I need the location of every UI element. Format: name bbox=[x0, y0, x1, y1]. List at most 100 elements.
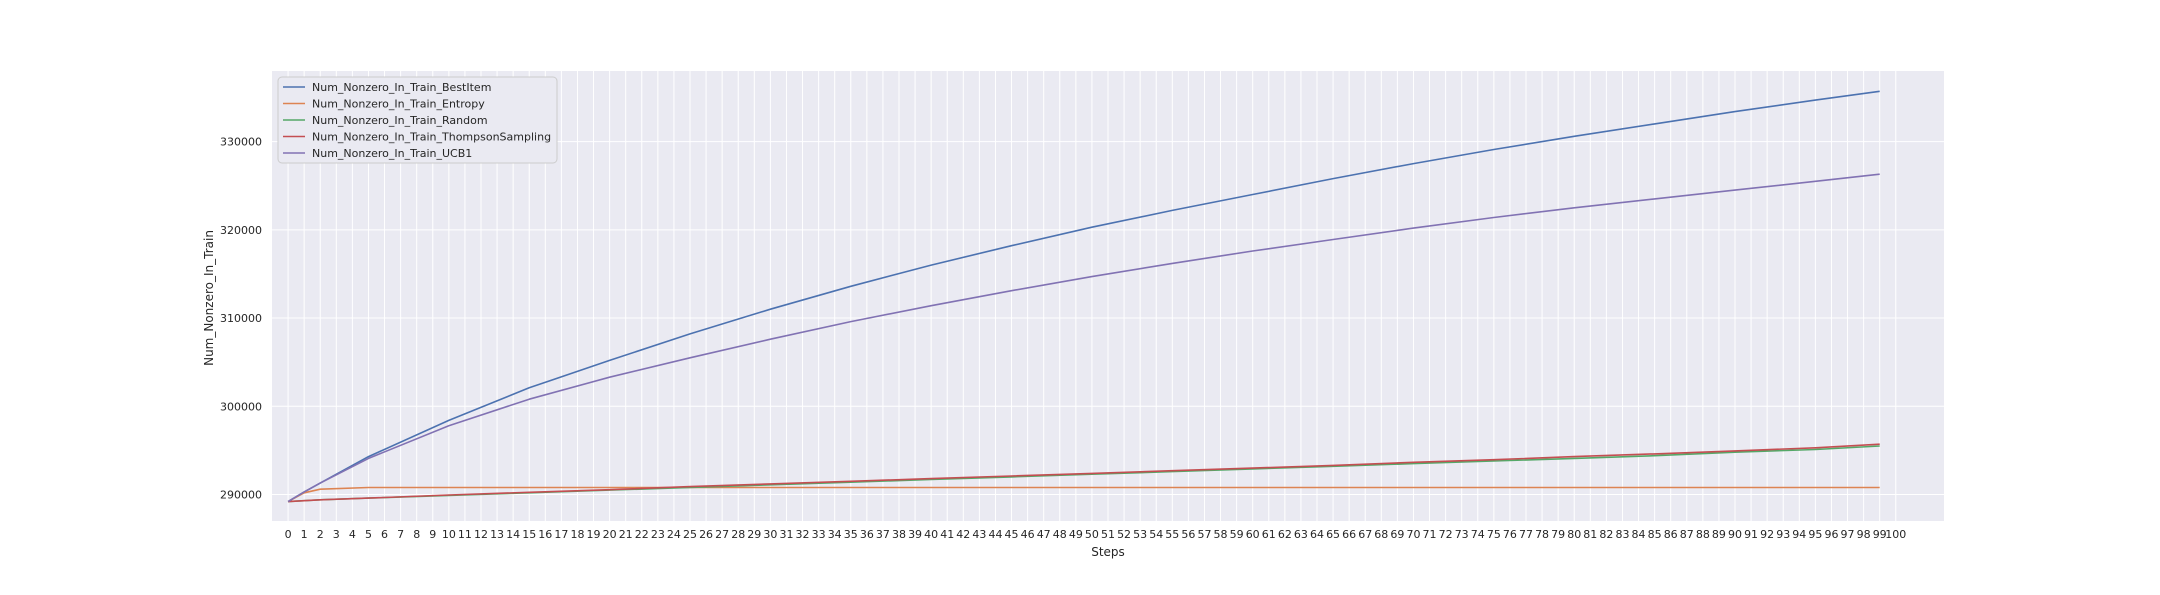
x-tick-label: 52 bbox=[1117, 528, 1131, 541]
x-tick-label: 99 bbox=[1873, 528, 1887, 541]
x-tick-label: 86 bbox=[1664, 528, 1678, 541]
x-tick-label: 78 bbox=[1535, 528, 1549, 541]
x-tick-label: 64 bbox=[1310, 528, 1324, 541]
x-tick-label: 60 bbox=[1246, 528, 1260, 541]
x-tick-label: 70 bbox=[1406, 528, 1420, 541]
y-tick-label: 310000 bbox=[220, 312, 262, 325]
y-axis-ticks: 290000 300000 310000 320000 330000 bbox=[220, 136, 262, 502]
x-tick-label: 79 bbox=[1551, 528, 1565, 541]
x-tick-label: 96 bbox=[1824, 528, 1838, 541]
y-axis-label: Num_Nonzero_In_Train bbox=[202, 230, 216, 366]
x-tick-label: 26 bbox=[699, 528, 713, 541]
x-tick-label: 11 bbox=[458, 528, 472, 541]
x-tick-label: 71 bbox=[1423, 528, 1437, 541]
x-tick-label: 25 bbox=[683, 528, 697, 541]
x-tick-label: 85 bbox=[1648, 528, 1662, 541]
y-tick-label: 330000 bbox=[220, 136, 262, 149]
x-tick-label: 73 bbox=[1455, 528, 1469, 541]
y-tick-label: 300000 bbox=[220, 400, 262, 413]
series-lines bbox=[287, 90, 1880, 503]
x-tick-label: 89 bbox=[1712, 528, 1726, 541]
x-tick-label: 47 bbox=[1037, 528, 1051, 541]
x-tick-label: 21 bbox=[619, 528, 633, 541]
x-tick-label: 29 bbox=[747, 528, 761, 541]
legend-box bbox=[277, 76, 558, 164]
x-tick-label: 48 bbox=[1053, 528, 1067, 541]
x-tick-label: 87 bbox=[1680, 528, 1694, 541]
x-axis-label: Steps bbox=[1091, 545, 1125, 559]
x-tick-label: 42 bbox=[956, 528, 970, 541]
legend-entry: Num_Nonzero_In_Train_ThompsonSampling bbox=[312, 131, 551, 144]
x-tick-label: 80 bbox=[1567, 528, 1581, 541]
x-tick-label: 55 bbox=[1165, 528, 1179, 541]
x-tick-label: 1 bbox=[301, 528, 308, 541]
x-tick-label: 12 bbox=[474, 528, 488, 541]
x-tick-label: 58 bbox=[1214, 528, 1228, 541]
x-tick-label: 14 bbox=[506, 528, 520, 541]
series-line-1 bbox=[287, 90, 1880, 503]
x-tick-label: 33 bbox=[812, 528, 826, 541]
x-tick-label: 81 bbox=[1583, 528, 1597, 541]
x-tick-label: 82 bbox=[1599, 528, 1613, 541]
x-tick-label: 40 bbox=[924, 528, 938, 541]
x-tick-label: 34 bbox=[828, 528, 842, 541]
x-tick-label: 3 bbox=[333, 528, 340, 541]
x-tick-label: 94 bbox=[1792, 528, 1806, 541]
x-tick-label: 69 bbox=[1390, 528, 1404, 541]
x-tick-label: 20 bbox=[603, 528, 617, 541]
x-tick-label: 68 bbox=[1374, 528, 1388, 541]
x-tick-label: 2 bbox=[317, 528, 324, 541]
x-tick-label: 45 bbox=[1005, 528, 1019, 541]
x-tick-label: 98 bbox=[1857, 528, 1871, 541]
x-tick-label: 31 bbox=[779, 528, 793, 541]
x-tick-label: 6 bbox=[381, 528, 388, 541]
x-tick-label: 35 bbox=[844, 528, 858, 541]
x-tick-label: 44 bbox=[988, 528, 1002, 541]
x-tick-label: 75 bbox=[1487, 528, 1501, 541]
x-tick-label: 50 bbox=[1085, 528, 1099, 541]
series-line-4 bbox=[288, 443, 1880, 503]
x-tick-label: 53 bbox=[1133, 528, 1147, 541]
x-tick-label: 18 bbox=[570, 528, 584, 541]
x-tick-label: 61 bbox=[1262, 528, 1276, 541]
x-tick-label: 5 bbox=[365, 528, 372, 541]
x-axis-ticks: 0 1 2 3 4 5 6 7 8 9 10 11 12 13 14 15 16 17 18 19 20 21 22 23 24… bbox=[285, 528, 1907, 541]
x-tick-label: 83 bbox=[1615, 528, 1629, 541]
x-tick-label: 24 bbox=[667, 528, 681, 541]
x-tick-label: 74 bbox=[1471, 528, 1485, 541]
x-tick-label: 51 bbox=[1101, 528, 1115, 541]
x-tick-label: 97 bbox=[1841, 528, 1855, 541]
x-tick-label: 57 bbox=[1197, 528, 1211, 541]
x-tick-label: 36 bbox=[860, 528, 874, 541]
x-tick-label: 72 bbox=[1439, 528, 1453, 541]
x-tick-label: 22 bbox=[635, 528, 649, 541]
x-tick-label: 28 bbox=[731, 528, 745, 541]
x-tick-label: 65 bbox=[1326, 528, 1340, 541]
x-tick-label: 56 bbox=[1181, 528, 1195, 541]
x-tick-label: 23 bbox=[651, 528, 665, 541]
x-tick-label: 13 bbox=[490, 528, 504, 541]
legend-entry: Num_Nonzero_In_Train_BestItem bbox=[312, 81, 491, 94]
x-tick-label: 30 bbox=[763, 528, 777, 541]
x-tick-label: 77 bbox=[1519, 528, 1533, 541]
x-tick-label: 38 bbox=[892, 528, 906, 541]
x-tick-label: 17 bbox=[554, 528, 568, 541]
legend: Num_Nonzero_In_Train_BestItem Num_Nonzero… bbox=[277, 76, 558, 164]
x-tick-label: 4 bbox=[349, 528, 356, 541]
x-tick-label: 43 bbox=[972, 528, 986, 541]
x-tick-label: 49 bbox=[1069, 528, 1083, 541]
x-tick-label: 19 bbox=[587, 528, 601, 541]
x-tick-label: 37 bbox=[876, 528, 890, 541]
series-line-5 bbox=[287, 173, 1880, 503]
series-line-2 bbox=[287, 486, 1880, 503]
x-tick-label: 0 bbox=[285, 528, 292, 541]
x-tick-label: 16 bbox=[538, 528, 552, 541]
x-tick-label: 54 bbox=[1149, 528, 1163, 541]
x-tick-label: 15 bbox=[522, 528, 536, 541]
x-tick-label: 93 bbox=[1776, 528, 1790, 541]
x-tick-label: 7 bbox=[397, 528, 404, 541]
x-tick-label: 10 bbox=[442, 528, 456, 541]
x-tick-label: 62 bbox=[1278, 528, 1292, 541]
x-tick-label: 90 bbox=[1728, 528, 1742, 541]
legend-entry: Num_Nonzero_In_Train_Entropy bbox=[312, 98, 485, 111]
